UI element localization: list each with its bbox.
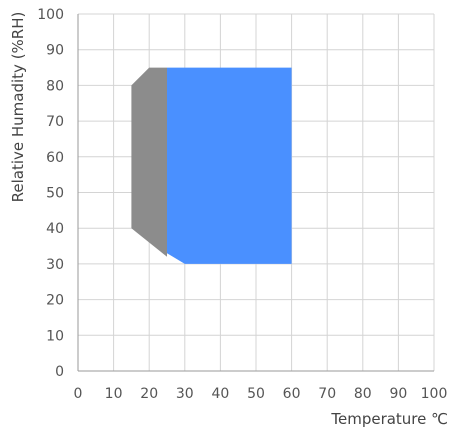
x-tick-label: 50 xyxy=(247,386,265,402)
y-tick-label: 30 xyxy=(46,257,64,273)
x-tick-label: 60 xyxy=(283,386,301,402)
x-tick-label: 80 xyxy=(354,386,372,402)
x-tick-label: 40 xyxy=(211,386,229,402)
y-tick-label: 0 xyxy=(55,364,64,380)
y-axis-title: Relative Humadity (%RH) xyxy=(9,12,27,203)
y-tick-label: 40 xyxy=(46,221,64,237)
x-tick-label: 30 xyxy=(176,386,194,402)
x-tick-label: 0 xyxy=(74,386,83,402)
y-tick-label: 50 xyxy=(46,186,64,202)
x-tick-label: 70 xyxy=(318,386,336,402)
y-tick-label: 60 xyxy=(46,150,64,166)
y-tick-label: 80 xyxy=(46,78,64,94)
plot-areas xyxy=(131,67,292,264)
x-tick-label: 90 xyxy=(389,386,407,402)
y-tick-label: 100 xyxy=(37,7,64,23)
y-tick-label: 20 xyxy=(46,293,64,309)
axes xyxy=(77,14,434,372)
area-region-2 xyxy=(167,67,292,264)
y-tick-label: 70 xyxy=(46,114,64,130)
x-tick-label: 20 xyxy=(140,386,158,402)
y-tick-label: 10 xyxy=(46,328,64,344)
x-tick-label: 100 xyxy=(421,386,448,402)
y-tick-label: 90 xyxy=(46,43,64,59)
x-axis-title: Temperature ℃ xyxy=(330,410,448,428)
x-tick-label: 10 xyxy=(105,386,123,402)
area-region-1 xyxy=(131,67,167,257)
tick-labels: 0 10 20 30 40 50 60 70 80 90 100 0 10 20 30 40 50 60 70 80 9… xyxy=(37,7,447,402)
